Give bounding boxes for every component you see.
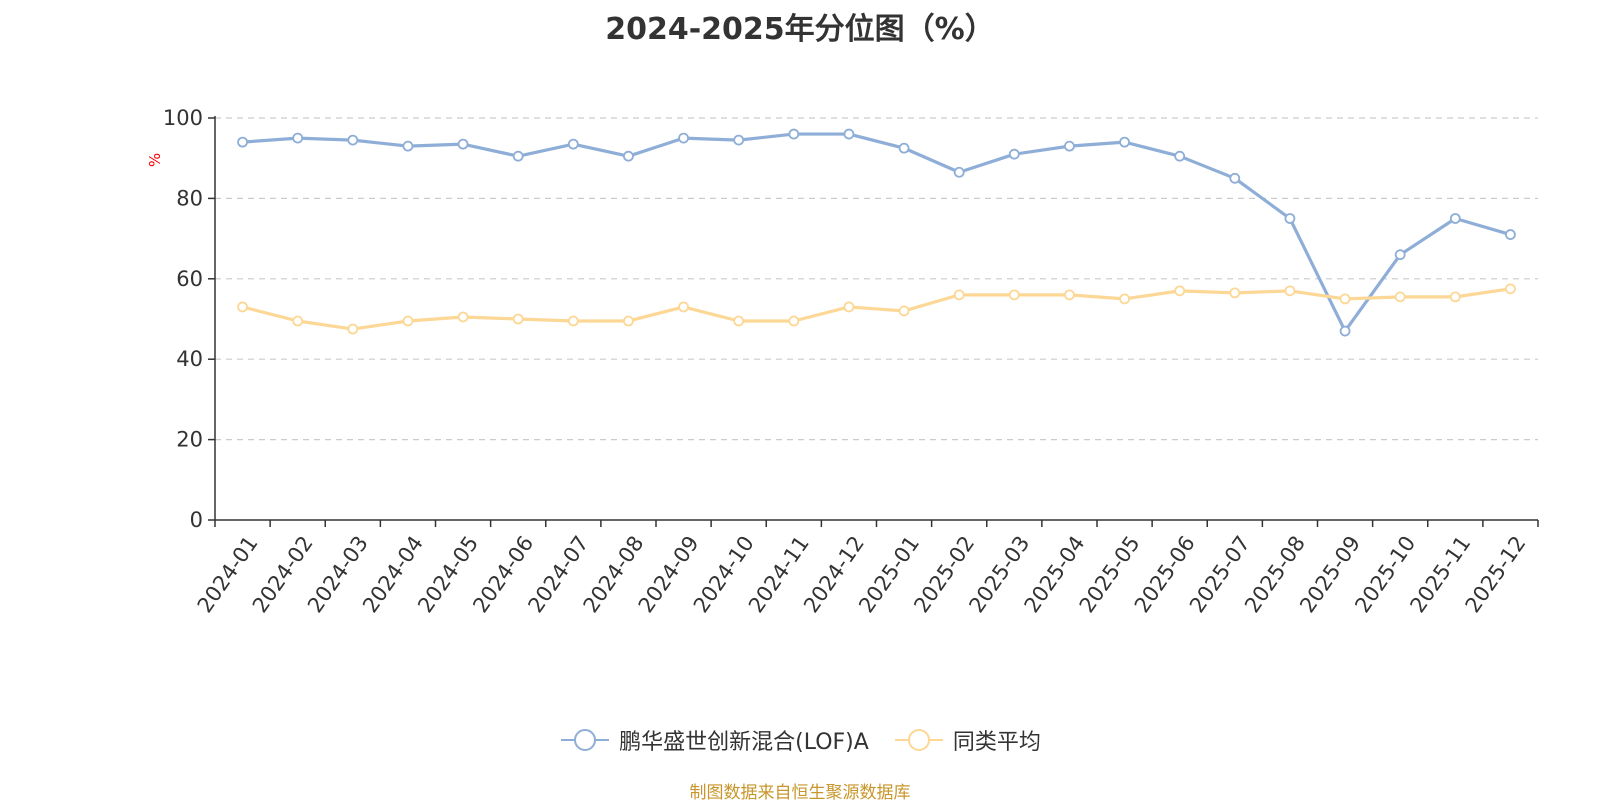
series-line-1 bbox=[242, 287, 1511, 331]
y-tick-label: 100 bbox=[163, 106, 203, 130]
data-point-1 bbox=[1339, 293, 1351, 305]
series-layer bbox=[237, 128, 1516, 337]
data-point-0 bbox=[843, 128, 855, 140]
legend-item-0[interactable]: 鹏华盛世创新混合(LOF)A bbox=[559, 724, 869, 756]
data-point-0 bbox=[1008, 148, 1020, 160]
data-point-0 bbox=[1229, 172, 1241, 184]
data-point-0 bbox=[457, 138, 469, 150]
data-point-0 bbox=[733, 134, 745, 146]
data-point-0 bbox=[1174, 150, 1186, 162]
data-point-1 bbox=[623, 315, 634, 327]
data-point-1 bbox=[1174, 285, 1186, 297]
data-point-0 bbox=[788, 128, 800, 140]
data-point-1 bbox=[1229, 287, 1241, 299]
chart-title: 2024-2025年分位图（%） bbox=[605, 12, 995, 47]
legend-item-1[interactable]: 同类平均 bbox=[893, 724, 1041, 756]
legend-swatch-marker bbox=[907, 729, 930, 751]
axes: 0204060801002024-012024-022024-032024-04… bbox=[163, 106, 1539, 617]
legend-swatch-marker bbox=[574, 729, 597, 751]
data-point-0 bbox=[512, 150, 524, 162]
data-point-1 bbox=[953, 289, 965, 301]
y-tick-label: 60 bbox=[176, 267, 203, 291]
data-point-0 bbox=[1339, 325, 1351, 337]
legend-label: 鹏华盛世创新混合(LOF)A bbox=[619, 730, 869, 755]
data-point-1 bbox=[292, 315, 304, 327]
source-note: 制图数据来自恒生聚源数据库 bbox=[689, 783, 911, 803]
data-point-1 bbox=[1449, 291, 1461, 303]
data-point-1 bbox=[843, 301, 855, 313]
y-tick-label: 40 bbox=[176, 347, 203, 371]
data-point-0 bbox=[1284, 213, 1296, 224]
y-tick-label: 20 bbox=[176, 428, 203, 452]
data-point-1 bbox=[457, 311, 469, 323]
data-point-1 bbox=[512, 313, 524, 325]
data-point-1 bbox=[402, 315, 414, 327]
data-point-1 bbox=[733, 315, 745, 327]
data-point-0 bbox=[347, 134, 359, 146]
data-point-0 bbox=[1119, 136, 1130, 148]
series-line-0 bbox=[242, 132, 1511, 333]
data-point-1 bbox=[1394, 291, 1406, 303]
legend-swatch-icon bbox=[894, 729, 943, 751]
data-point-1 bbox=[898, 305, 910, 317]
data-point-0 bbox=[402, 140, 414, 152]
data-point-0 bbox=[1394, 249, 1406, 261]
data-point-0 bbox=[1505, 229, 1516, 240]
data-point-1 bbox=[237, 301, 248, 313]
data-point-0 bbox=[567, 138, 579, 150]
data-point-1 bbox=[567, 315, 579, 327]
data-point-0 bbox=[678, 132, 689, 144]
data-point-1 bbox=[1284, 285, 1296, 297]
data-point-1 bbox=[1064, 289, 1075, 301]
y-tick-label: 80 bbox=[176, 186, 203, 210]
data-point-1 bbox=[788, 315, 800, 327]
data-point-0 bbox=[623, 150, 634, 162]
legend-swatch-icon bbox=[561, 729, 610, 751]
data-point-1 bbox=[347, 323, 359, 335]
data-point-0 bbox=[237, 136, 248, 148]
data-point-0 bbox=[953, 166, 965, 178]
grid-lines bbox=[215, 117, 1538, 441]
data-point-0 bbox=[898, 142, 910, 154]
legend-label: 同类平均 bbox=[952, 730, 1041, 755]
y-tick-label: 0 bbox=[190, 508, 203, 532]
data-point-0 bbox=[1064, 140, 1075, 152]
data-point-0 bbox=[292, 132, 304, 144]
data-point-1 bbox=[678, 301, 689, 313]
data-point-0 bbox=[1449, 213, 1461, 224]
y-axis-unit-label: % bbox=[146, 153, 164, 167]
data-point-1 bbox=[1505, 283, 1516, 295]
data-point-1 bbox=[1008, 289, 1020, 301]
legend: 鹏华盛世创新混合(LOF)A 同类平均 bbox=[0, 724, 1600, 756]
line-chart: 0204060801002024-012024-022024-032024-04… bbox=[146, 106, 1539, 617]
data-point-1 bbox=[1119, 293, 1130, 305]
